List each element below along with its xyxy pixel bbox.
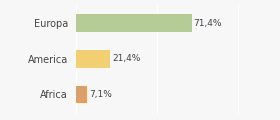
Bar bbox=[76, 86, 87, 103]
Text: 21,4%: 21,4% bbox=[112, 54, 140, 63]
Text: 7,1%: 7,1% bbox=[89, 90, 112, 99]
Bar bbox=[76, 50, 110, 68]
Bar bbox=[76, 14, 192, 32]
Text: 71,4%: 71,4% bbox=[193, 19, 222, 28]
